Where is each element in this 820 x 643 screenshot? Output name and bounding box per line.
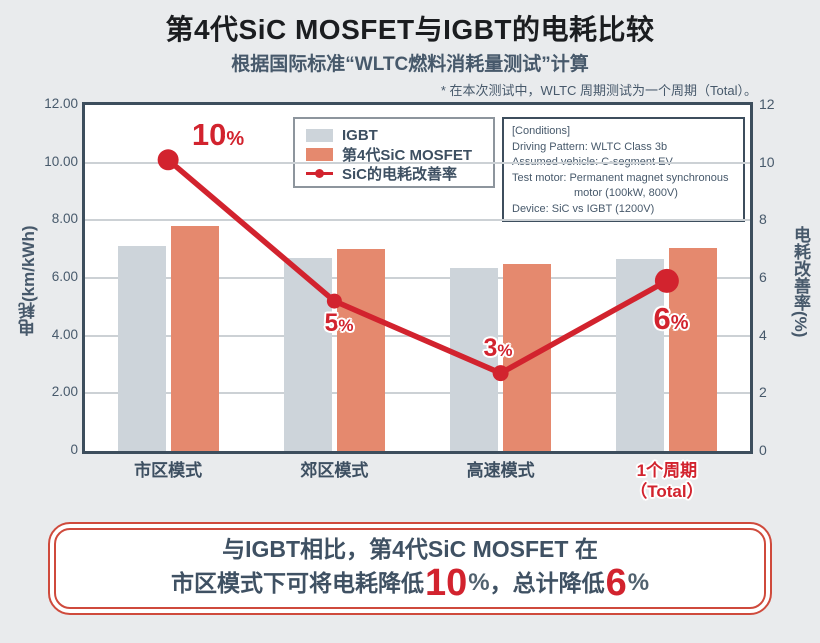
point-label-2: 3%	[483, 334, 513, 363]
y-tick-left: 8.00	[51, 211, 78, 227]
legend-label: 第4代SiC MOSFET	[342, 147, 473, 164]
point-label-3: 6%	[653, 301, 689, 336]
x-label-line: 郊区模式	[300, 461, 369, 480]
y-tick-right: 0	[759, 442, 767, 458]
summary-banner: 与IGBT相比，第4代SiC MOSFET 在 市区模式下可将电耗降低 10% ，总…	[48, 522, 772, 615]
banner-segment: 市区模式下可将电耗降低	[170, 569, 424, 596]
legend-dot	[315, 169, 324, 178]
improvement-line-chart	[157, 149, 679, 382]
legend-item-0: IGBT	[306, 126, 493, 145]
line-marker-1	[326, 293, 342, 309]
y-tick-right: 6	[759, 269, 767, 285]
percent-sign: %	[226, 128, 245, 150]
y-tick-left: 0	[70, 442, 78, 457]
legend-item-2: SiC的电耗改善率	[306, 164, 493, 183]
conditions-line: Driving Pattern: WLTC Class 3b	[512, 140, 668, 153]
conditions-line: Test motor: Permanent magnet synchronous	[512, 171, 729, 184]
line-marker-3	[654, 268, 679, 293]
percent-sign: %	[670, 312, 689, 334]
legend-label: SiC的电耗改善率	[342, 166, 458, 183]
y-tick-right: 10	[759, 153, 775, 170]
gridline	[85, 161, 750, 164]
bar-igbt-3	[616, 259, 665, 451]
plot-area: IGBT 第4代SiC MOSFET SiC的电耗改善率 [Conditions] D…	[82, 102, 753, 454]
y-tick-right: 2	[759, 384, 767, 401]
page-title: 第4代SiC MOSFET与IGBT的电耗比较	[165, 14, 655, 45]
igbt-box-swatch	[306, 129, 333, 142]
percent-sign: %	[497, 341, 513, 360]
x-label-line: （Total）	[630, 482, 704, 502]
gridline	[85, 219, 750, 222]
bar-igbt-0	[117, 246, 166, 451]
sic-box-swatch	[306, 148, 333, 161]
x-label-line: 高速模式	[466, 461, 535, 480]
y-tick-right: 4	[759, 326, 767, 343]
y-tick-left: 12.00	[44, 96, 78, 111]
banner-segment: %	[627, 569, 650, 597]
banner-segment: %	[468, 569, 490, 597]
footnote: * 在本次测试中，WLTC 周期测试为一个周期（Total）。	[440, 83, 757, 98]
banner-line1: 与IGBT相比，第4代SiC MOSFET 在	[222, 535, 598, 562]
conditions-box: [Conditions] Driving Pattern: WLTC Class …	[502, 117, 745, 222]
percent-sign: %	[338, 316, 354, 335]
point-label-number: 10	[191, 117, 227, 152]
legend-item-1: 第4代SiC MOSFET	[306, 145, 493, 164]
point-label-number: 3	[483, 334, 498, 362]
point-label-1: 5%	[324, 309, 354, 338]
y-tick-left: 6.00	[51, 269, 78, 284]
line-marker-0	[157, 149, 179, 171]
point-label-0: 10%	[191, 117, 245, 152]
conditions-line: Device: SiC vs IGBT (1200V)	[512, 203, 655, 216]
x-label-0: 市区模式	[134, 460, 202, 481]
improvement-line	[166, 157, 669, 377]
point-label-number: 5	[324, 309, 339, 337]
bar-sic-1	[336, 249, 385, 451]
gridline	[85, 392, 750, 395]
x-label-1: 郊区模式	[300, 460, 368, 481]
x-label-line: 1个周期	[636, 461, 698, 480]
line-marker-swatch	[306, 167, 333, 180]
x-label-2: 高速模式	[467, 460, 535, 481]
x-label-3: 1个周期 （Total）	[630, 460, 703, 503]
bar-sic-0	[170, 226, 219, 451]
x-label-line: 市区模式	[134, 461, 203, 480]
y-tick-left: 2.00	[51, 384, 78, 400]
legend-label: IGBT	[342, 127, 378, 144]
line-marker-2	[492, 365, 509, 382]
banner-segment: 6	[605, 562, 627, 605]
point-label-number: 6	[653, 301, 671, 336]
banner-line2: 市区模式下可将电耗降低 10% ，总计降低 6%	[171, 564, 649, 602]
chart-legend: IGBT 第4代SiC MOSFET SiC的电耗改善率	[293, 117, 495, 188]
gridline	[85, 277, 750, 279]
banner-segment: 10	[424, 562, 468, 605]
conditions-line: motor (100kW, 800V)	[574, 187, 678, 200]
conditions-line: [Conditions]	[512, 125, 571, 137]
y-axis-label-right: 电耗改善率(%)	[791, 226, 810, 338]
page-subtitle: 根据国际标准“WLTC燃料消耗量测试”计算	[231, 54, 589, 75]
y-tick-right: 12	[759, 96, 775, 112]
y-tick-right: 8	[759, 211, 767, 228]
y-tick-left: 10.00	[44, 153, 78, 169]
y-tick-left: 4.00	[51, 326, 78, 342]
banner-segment: ，总计降低	[489, 569, 605, 596]
